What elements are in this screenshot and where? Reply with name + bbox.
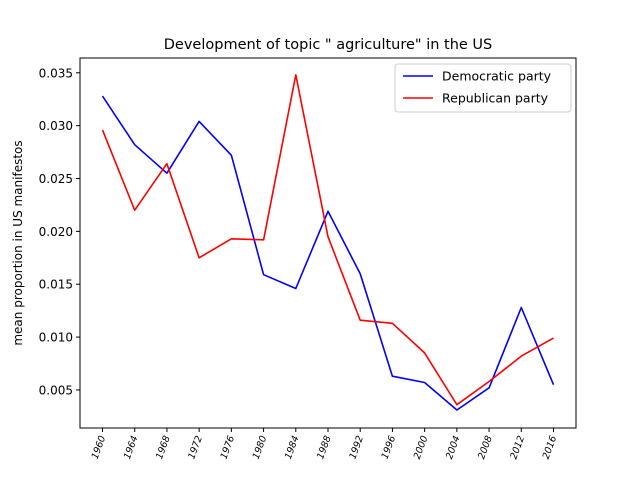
y-tick-label: 0.005 xyxy=(39,383,73,397)
legend-box xyxy=(394,63,572,113)
republican-party-line xyxy=(101,74,554,406)
x-tick-label: 2000 xyxy=(412,434,431,460)
axis-layer: 0.005 0.010 0.015 0.020 0.025 0.030 0.035 1960 1… xyxy=(39,66,560,460)
x-tick-label: 1972 xyxy=(186,434,205,460)
x-tick-label: 2016 xyxy=(541,434,560,460)
x-tick-label: 1988 xyxy=(315,434,334,460)
x-tick-label: 1980 xyxy=(251,434,270,460)
y-tick-label: 0.030 xyxy=(39,119,73,133)
series-layer xyxy=(101,74,555,411)
legend: Democratic party Republican party xyxy=(394,63,572,113)
x-tick-label: 1964 xyxy=(122,434,141,460)
x-tick-label: 1984 xyxy=(283,434,302,460)
x-tick-label: 2008 xyxy=(476,434,495,460)
x-tick-label: 1992 xyxy=(347,434,366,460)
y-tick-label: 0.020 xyxy=(39,225,73,239)
legend-label-democratic: Democratic party xyxy=(442,69,552,84)
chart-title: Development of topic " agriculture" in t… xyxy=(164,37,493,53)
x-tick-label: 1960 xyxy=(90,434,109,460)
x-tick-label: 1996 xyxy=(380,434,399,460)
y-tick-label: 0.025 xyxy=(39,172,73,186)
legend-label-republican: Republican party xyxy=(442,91,549,106)
x-tick-label: 1976 xyxy=(219,434,238,460)
y-axis-label: mean proportion in US manifestos xyxy=(11,140,25,345)
x-tick-label: 2004 xyxy=(444,434,463,460)
y-tick-label: 0.035 xyxy=(39,66,73,80)
y-tick-label: 0.010 xyxy=(39,331,73,345)
x-tick-label: 2012 xyxy=(508,434,527,460)
democratic-party-line xyxy=(101,95,555,411)
x-tick-label: 1968 xyxy=(154,434,173,460)
y-tick-label: 0.015 xyxy=(39,278,73,292)
